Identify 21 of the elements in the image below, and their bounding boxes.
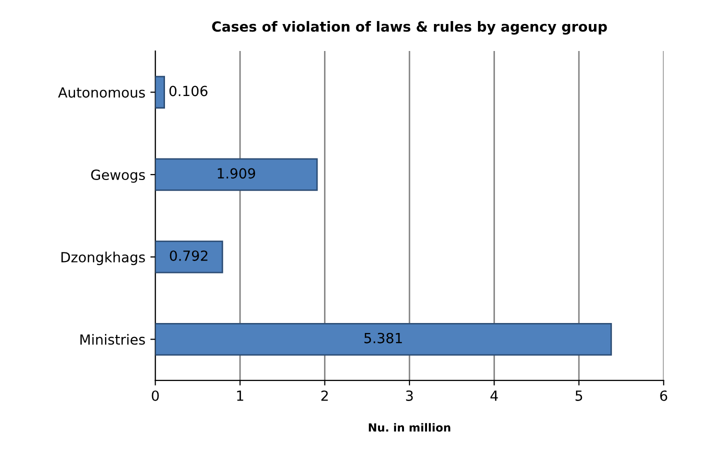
x-tick-label: 5: [576, 390, 582, 401]
x-tick-label: 3: [406, 390, 413, 401]
x-tick-label: 1: [237, 390, 244, 401]
chart-title: Cases of violation of laws & rules by agency group: [212, 21, 607, 35]
data-label: 0.106: [169, 86, 208, 96]
data-label: 1.909: [218, 168, 256, 179]
data-label: 5.381: [364, 332, 402, 344]
x-tick-label: 4: [490, 390, 498, 401]
x-tick-label: 0: [152, 390, 159, 401]
x-axis-title: Nu. in million: [368, 423, 450, 432]
x-tick-label: 2: [321, 390, 328, 401]
data-label: 0.792: [170, 250, 208, 261]
bar: [155, 76, 165, 109]
y-tick-label: Autonomous: [58, 87, 145, 98]
y-tick-label: Ministries: [80, 334, 145, 345]
x-tick-label: 6: [660, 390, 668, 401]
y-tick-label: Dzongkhags: [61, 252, 145, 266]
bar: [155, 240, 224, 274]
bar: [155, 322, 612, 356]
bar: [155, 158, 318, 191]
y-tick-label: Gewogs: [91, 170, 145, 183]
